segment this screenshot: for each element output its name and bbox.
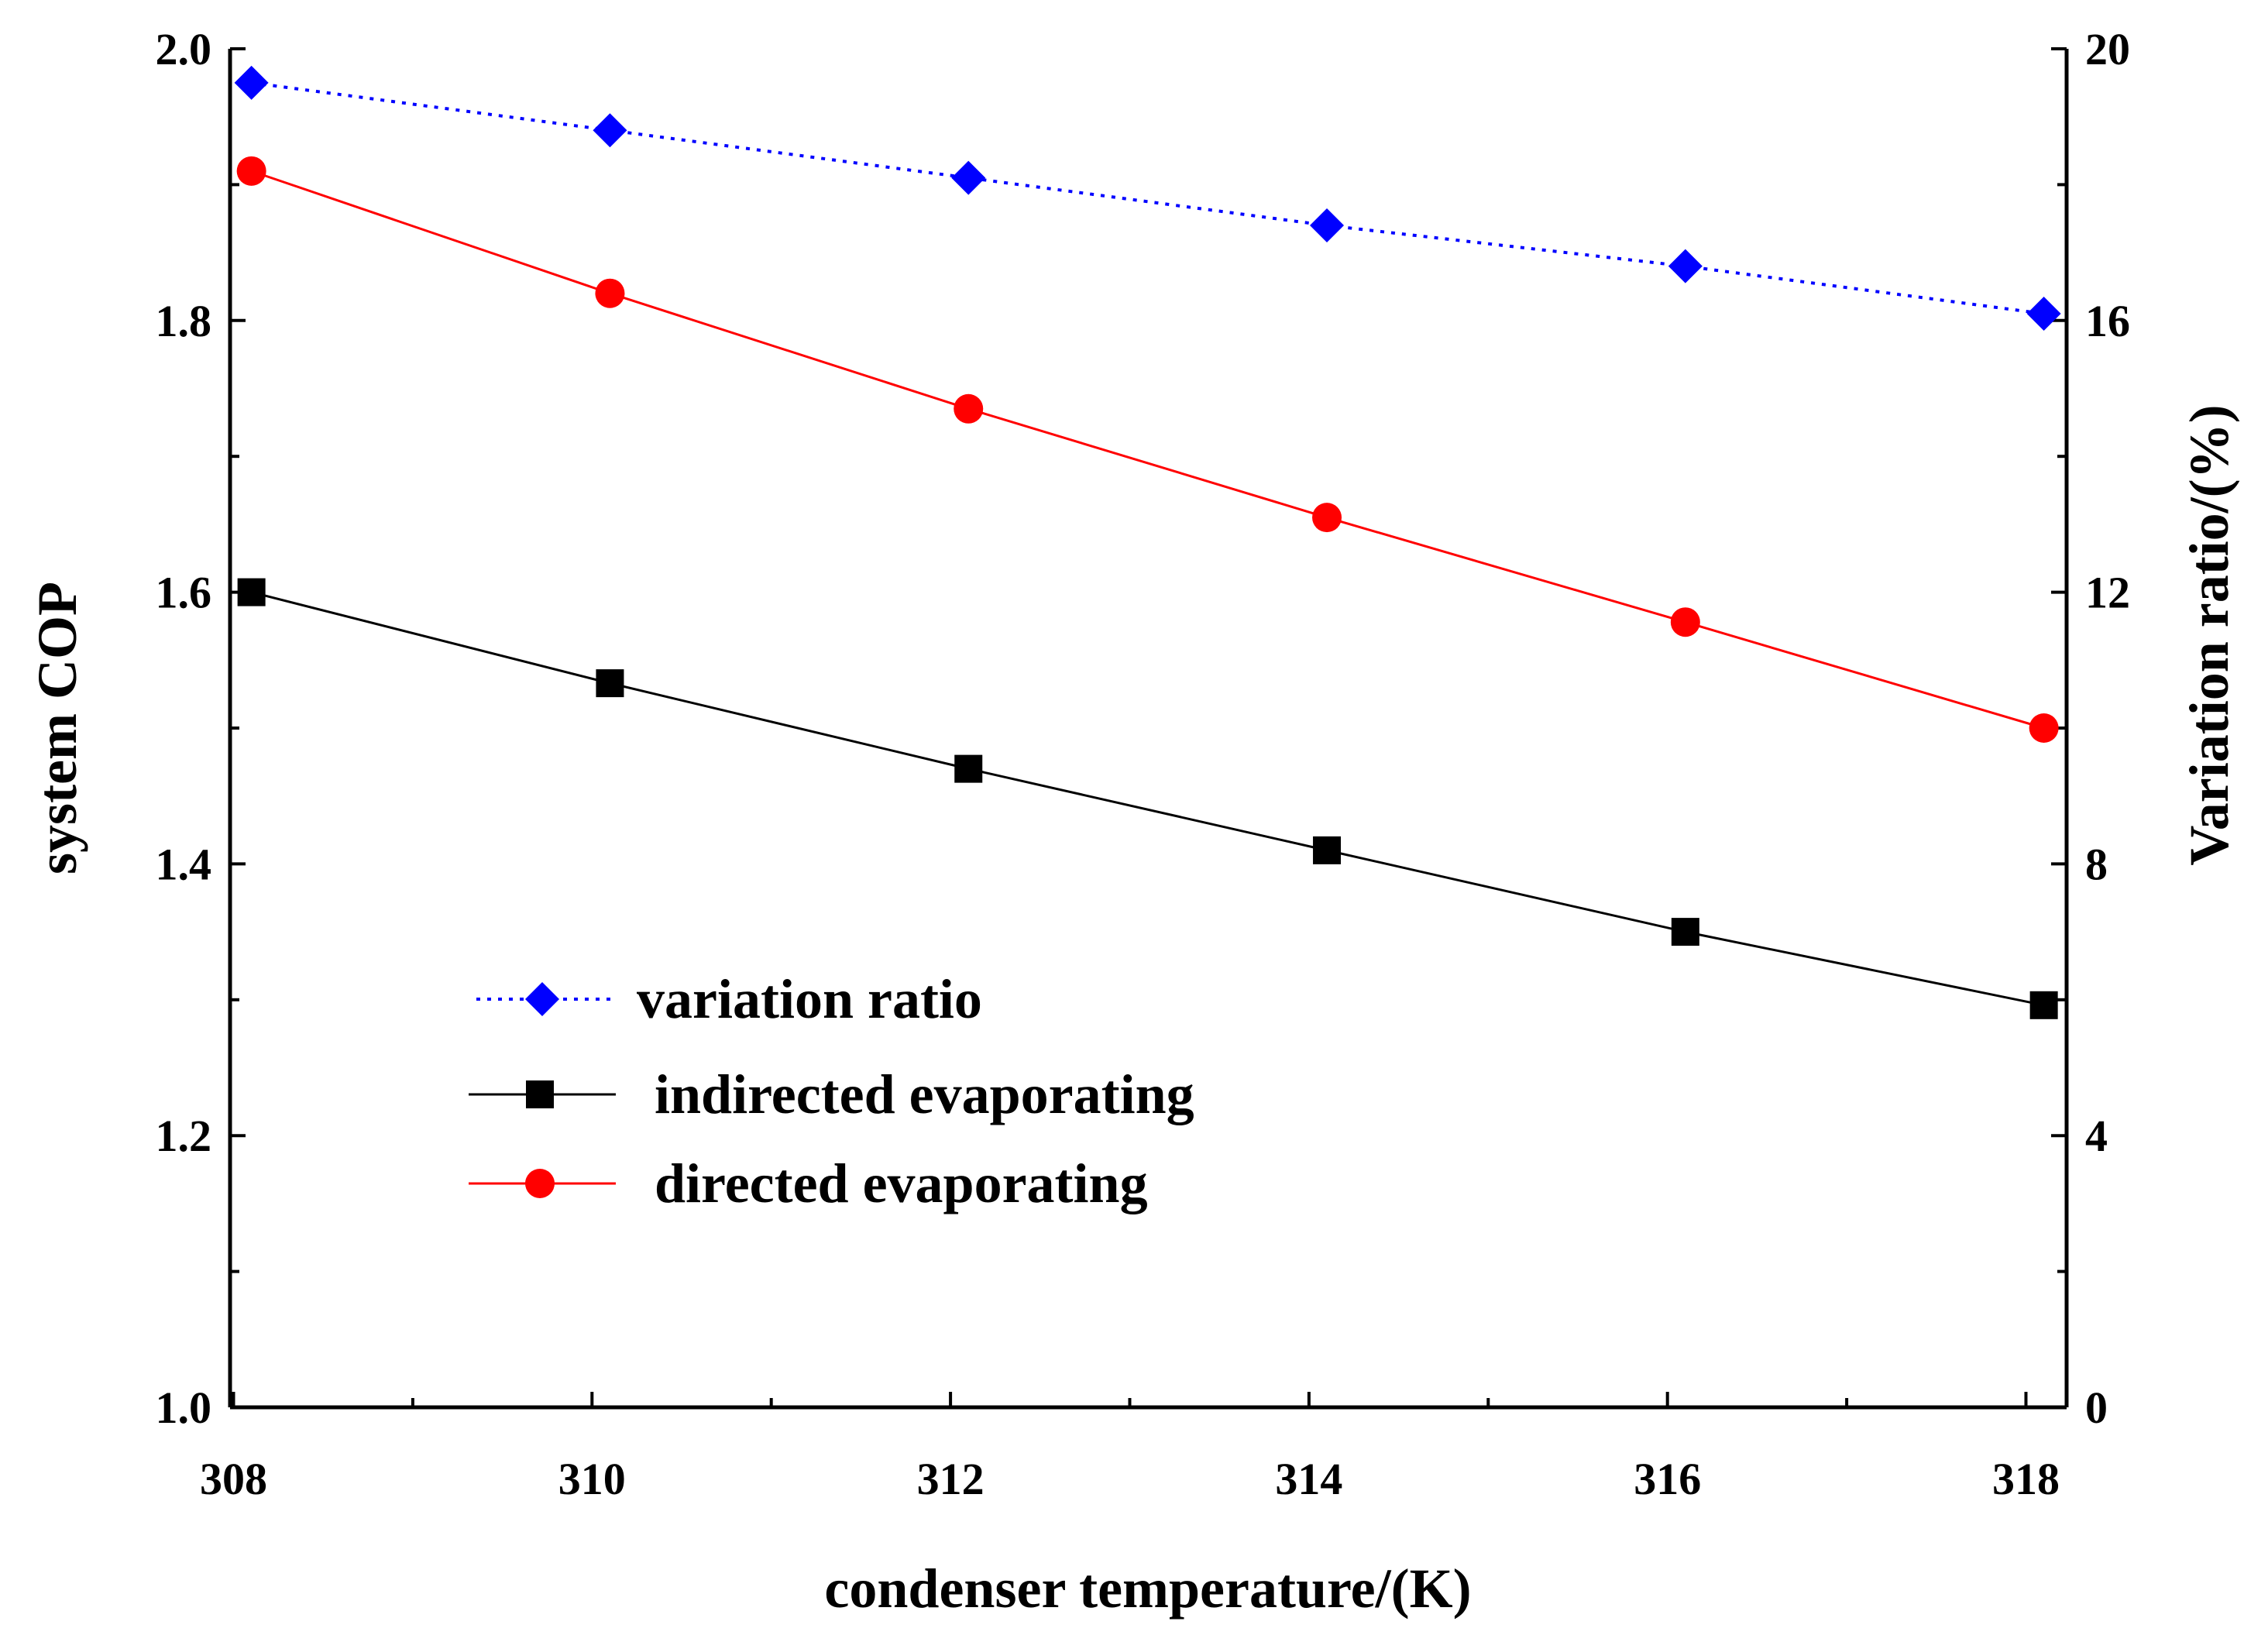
y-ticks-left: 1.0 1.2 1.4 1.6 1.8 2.0	[156, 24, 246, 1433]
series-line-variation-ratio	[251, 81, 2044, 316]
series-line-directed-evaporating	[251, 170, 2045, 730]
x-tick-label: 310	[558, 1454, 626, 1504]
y-tick-label: 1.4	[156, 839, 212, 889]
data-point-directed-evaporating	[1312, 503, 1342, 533]
legend: variation ratio indirected evaporating dir…	[469, 968, 1194, 1214]
data-point-directed-evaporating	[595, 278, 625, 308]
data-point-directed-evaporating	[954, 393, 984, 424]
data-point-indirected-evaporating	[1313, 836, 1342, 864]
legend-marker	[526, 1080, 554, 1108]
data-point-indirected-evaporating	[2029, 991, 2058, 1019]
y-tick-label: 1.2	[156, 1111, 212, 1161]
series-line-indirected-evaporating	[251, 591, 2044, 1007]
data-point-indirected-evaporating	[954, 754, 983, 783]
data-point-variation-ratio	[1668, 249, 1703, 283]
legend-item-variation-ratio: variation ratio	[476, 968, 982, 1030]
y-tick-label: 1.6	[156, 568, 212, 618]
legend-marker	[525, 982, 559, 1016]
series-variation-ratio	[234, 65, 2061, 331]
y2-axis-title: Variation ratio/(%)	[2178, 404, 2240, 865]
series-indirected-evaporating	[237, 578, 2058, 1019]
data-point-indirected-evaporating	[1671, 918, 1699, 946]
y2-tick-label: 0	[2085, 1383, 2108, 1433]
y-ticks-right: 0 4 8 12 16 20	[2051, 24, 2130, 1433]
y-tick-label: 2.0	[156, 24, 212, 74]
x-tick-label: 316	[1634, 1454, 1701, 1504]
data-point-indirected-evaporating	[596, 669, 624, 698]
legend-label: indirected evaporating	[655, 1063, 1194, 1125]
series-layer	[234, 65, 2061, 1019]
data-point-variation-ratio	[1310, 208, 1345, 243]
series-directed-evaporating	[236, 156, 2059, 743]
y2-tick-label: 12	[2085, 568, 2130, 618]
data-point-variation-ratio	[234, 65, 269, 100]
data-point-variation-ratio	[951, 160, 986, 195]
plot-frame	[228, 49, 2069, 1410]
y-tick-label: 1.0	[156, 1383, 212, 1433]
x-tick-label: 312	[917, 1454, 985, 1504]
legend-marker	[525, 1169, 555, 1198]
x-tick-label: 308	[200, 1454, 267, 1504]
data-point-directed-evaporating	[1670, 607, 1700, 637]
legend-label: directed evaporating	[655, 1152, 1148, 1214]
x-ticks: 308 310 312 314 316 318	[200, 1392, 2060, 1504]
y2-tick-label: 4	[2085, 1111, 2108, 1161]
legend-item-indirected-evaporating: indirected evaporating	[469, 1063, 1194, 1125]
y2-tick-label: 8	[2085, 839, 2108, 889]
data-point-directed-evaporating	[2029, 713, 2059, 743]
y2-tick-label: 20	[2085, 24, 2130, 74]
data-point-indirected-evaporating	[237, 578, 266, 606]
x-axis-title: condenser temperature/(K)	[824, 1558, 1471, 1620]
x-tick-label: 314	[1275, 1454, 1342, 1504]
x-tick-label: 318	[1992, 1454, 2060, 1504]
data-point-variation-ratio	[593, 113, 627, 148]
y-axis-title: system COP	[26, 582, 88, 874]
data-point-variation-ratio	[2026, 297, 2061, 331]
y-tick-label: 1.8	[156, 296, 212, 346]
legend-label: variation ratio	[637, 968, 982, 1030]
y2-tick-label: 16	[2085, 296, 2130, 346]
legend-item-directed-evaporating: directed evaporating	[469, 1152, 1148, 1214]
data-point-directed-evaporating	[236, 156, 266, 186]
